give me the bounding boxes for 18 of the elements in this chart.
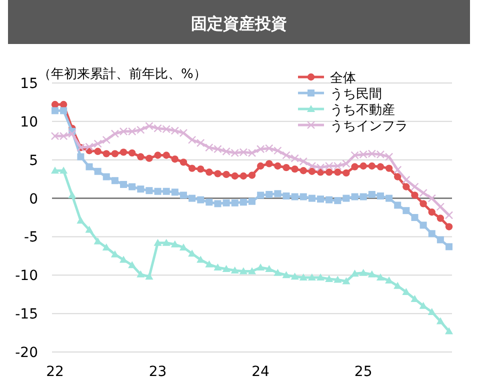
y-tick-label: 15	[20, 76, 38, 92]
x-tick-label: 22	[46, 364, 64, 380]
y-tick-label: -20	[15, 345, 38, 361]
x-tick-label: 24	[252, 364, 270, 380]
y-tick-label: -5	[24, 230, 38, 246]
x-tick-label: 23	[148, 364, 167, 380]
y-tick-label: 0	[29, 191, 38, 208]
y-tick-label: 10	[20, 114, 38, 130]
y-tick-label: -15	[15, 306, 38, 323]
legend-label: 全体	[330, 71, 356, 86]
chart-title: 固定資産投資	[191, 14, 287, 33]
x-tick-label: 25	[354, 364, 372, 380]
y-axis-title: （年初来累計、前年比、%）	[38, 67, 206, 82]
legend-label: うち不動産	[330, 102, 395, 118]
legend-label: うちインフラ	[330, 119, 408, 134]
y-tick-label: -10	[15, 268, 38, 284]
legend-label: うち民間	[330, 87, 382, 102]
y-tick-label: 5	[29, 152, 38, 169]
